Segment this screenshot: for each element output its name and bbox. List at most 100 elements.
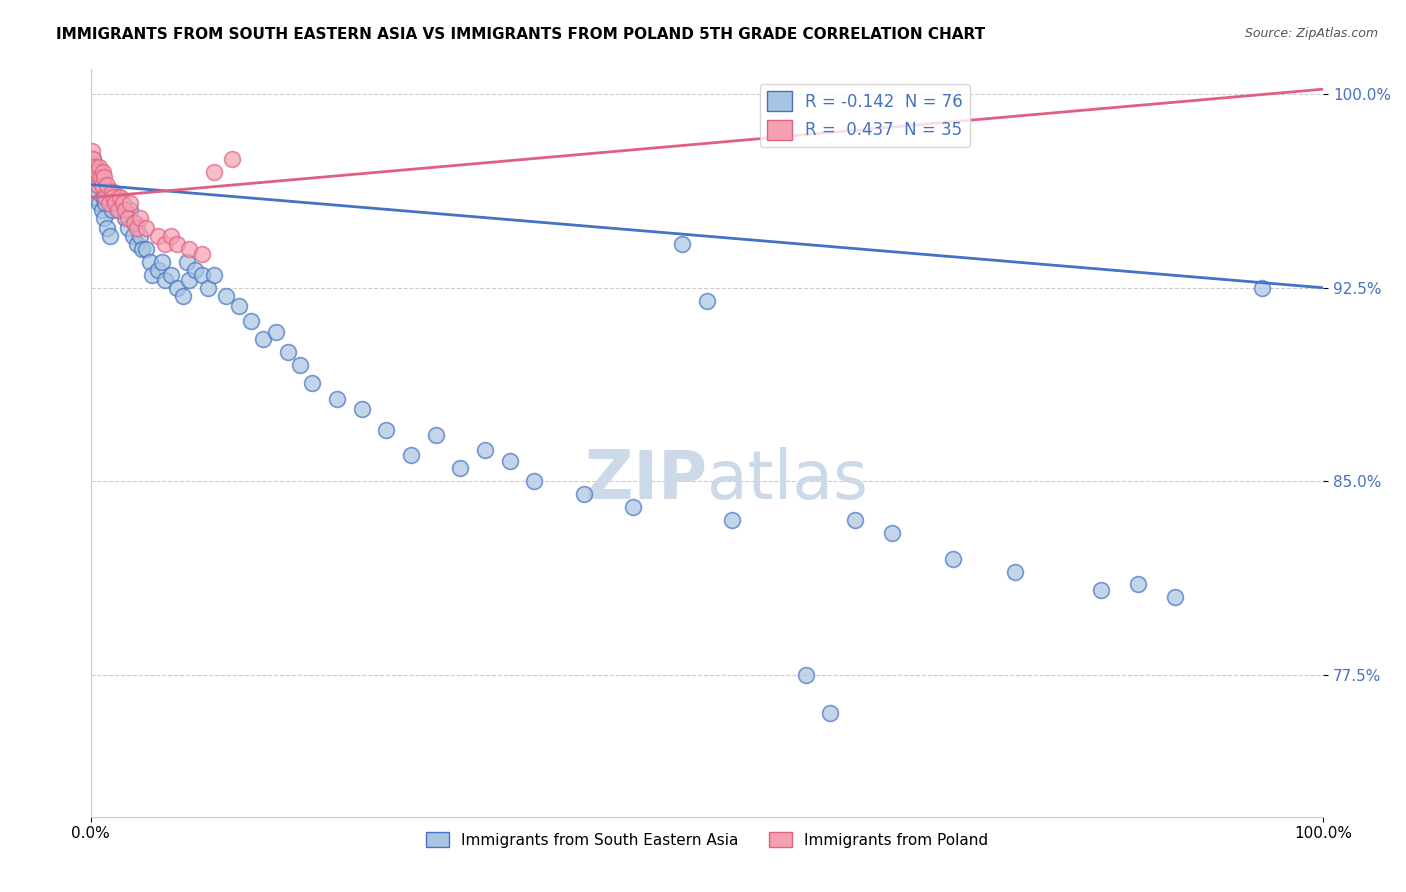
Point	[89, 169, 111, 184]
Point	[122, 216, 145, 230]
Point	[87, 178, 110, 192]
Legend: R = -0.142  N = 76, R =  0.437  N = 35: R = -0.142 N = 76, R = 0.437 N = 35	[761, 85, 970, 146]
Point	[98, 195, 121, 210]
Point	[228, 299, 250, 313]
Point	[202, 268, 225, 282]
Point	[91, 164, 114, 178]
Point	[190, 268, 212, 282]
Point	[82, 152, 104, 166]
Point	[671, 236, 693, 251]
Point	[124, 216, 146, 230]
Point	[148, 229, 170, 244]
Text: ZIP: ZIP	[585, 447, 707, 513]
Point	[87, 186, 110, 200]
Point	[696, 293, 718, 308]
Point	[794, 667, 817, 681]
Point	[89, 160, 111, 174]
Point	[93, 169, 115, 184]
Point	[572, 487, 595, 501]
Point	[100, 203, 122, 218]
Point	[166, 281, 188, 295]
Point	[1164, 591, 1187, 605]
Point	[89, 195, 111, 210]
Point	[184, 262, 207, 277]
Point	[139, 255, 162, 269]
Point	[114, 203, 136, 218]
Point	[148, 262, 170, 277]
Point	[80, 144, 103, 158]
Point	[425, 427, 447, 442]
Point	[110, 195, 132, 210]
Point	[127, 236, 149, 251]
Point	[117, 221, 139, 235]
Point	[111, 195, 134, 210]
Text: atlas: atlas	[707, 447, 868, 513]
Point	[117, 211, 139, 226]
Point	[621, 500, 644, 514]
Point	[90, 203, 112, 218]
Point	[326, 392, 349, 406]
Point	[375, 423, 398, 437]
Point	[221, 152, 243, 166]
Point	[94, 190, 117, 204]
Point	[1004, 565, 1026, 579]
Point	[277, 345, 299, 359]
Point	[127, 221, 149, 235]
Point	[82, 152, 104, 166]
Point	[288, 358, 311, 372]
Point	[153, 273, 176, 287]
Point	[172, 288, 194, 302]
Point	[153, 236, 176, 251]
Text: IMMIGRANTS FROM SOUTH EASTERN ASIA VS IMMIGRANTS FROM POLAND 5TH GRADE CORRELATI: IMMIGRANTS FROM SOUTH EASTERN ASIA VS IM…	[56, 27, 986, 42]
Point	[1250, 281, 1272, 295]
Point	[93, 211, 115, 226]
Point	[131, 242, 153, 256]
Point	[215, 288, 238, 302]
Point	[84, 160, 107, 174]
Text: Source: ZipAtlas.com: Source: ZipAtlas.com	[1244, 27, 1378, 40]
Point	[86, 178, 108, 192]
Point	[89, 164, 111, 178]
Point	[108, 190, 131, 204]
Point	[166, 236, 188, 251]
Point	[818, 706, 841, 721]
Point	[176, 255, 198, 269]
Point	[91, 190, 114, 204]
Point	[141, 268, 163, 282]
Point	[202, 164, 225, 178]
Point	[96, 178, 118, 192]
Point	[83, 169, 105, 184]
Point	[159, 229, 181, 244]
Point	[84, 169, 107, 184]
Point	[129, 211, 152, 226]
Point	[121, 229, 143, 244]
Point	[96, 221, 118, 235]
Point	[135, 242, 157, 256]
Point	[350, 402, 373, 417]
Point	[90, 178, 112, 192]
Point	[100, 186, 122, 200]
Point	[179, 273, 201, 287]
Point	[86, 164, 108, 178]
Point	[449, 461, 471, 475]
Point	[264, 325, 287, 339]
Point	[301, 376, 323, 391]
Point	[104, 195, 127, 210]
Point	[239, 314, 262, 328]
Point	[114, 211, 136, 226]
Point	[252, 332, 274, 346]
Point	[197, 281, 219, 295]
Point	[98, 229, 121, 244]
Point	[474, 443, 496, 458]
Point	[720, 513, 742, 527]
Point	[107, 190, 129, 204]
Point	[135, 221, 157, 235]
Point	[942, 551, 965, 566]
Point	[120, 203, 142, 218]
Point	[499, 453, 522, 467]
Point	[880, 525, 903, 540]
Point	[150, 255, 173, 269]
Point	[523, 475, 546, 489]
Point	[120, 195, 142, 210]
Point	[159, 268, 181, 282]
